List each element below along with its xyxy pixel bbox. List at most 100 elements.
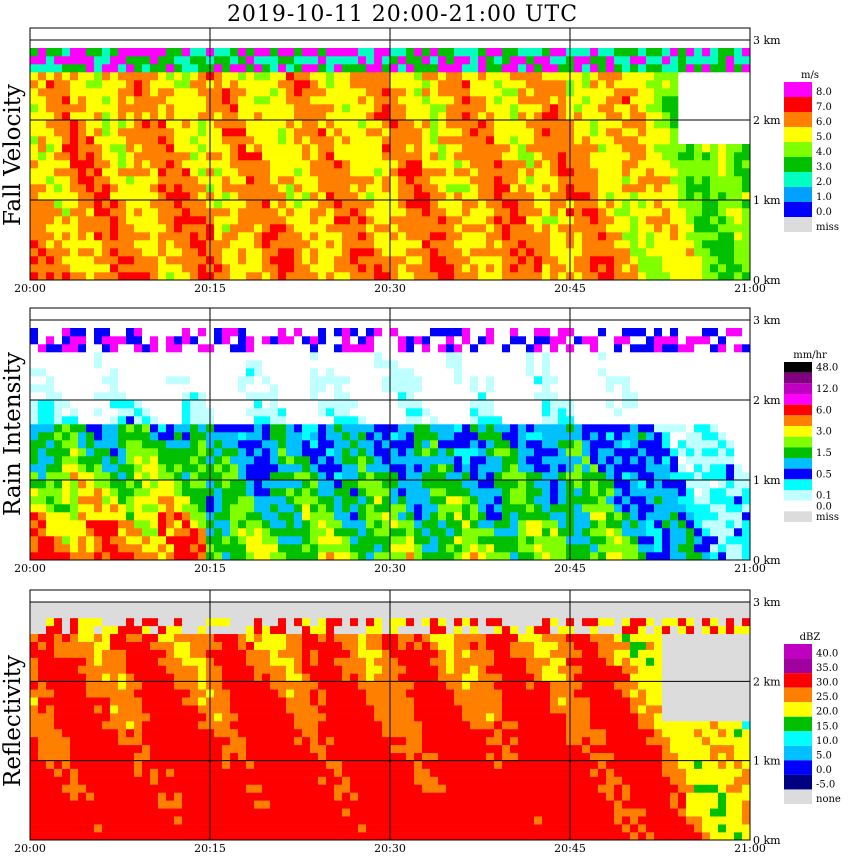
heatmap-cell <box>182 432 191 441</box>
heatmap-cell <box>302 136 311 145</box>
heatmap-cell <box>150 336 159 345</box>
heatmap-cell <box>30 96 39 105</box>
heatmap-cell <box>662 112 671 121</box>
legend-swatch <box>784 112 812 127</box>
heatmap-cell <box>326 352 335 361</box>
heatmap-cell <box>142 408 151 417</box>
heatmap-cell <box>166 208 175 217</box>
heatmap-cell <box>102 368 111 377</box>
heatmap-cell <box>126 192 135 201</box>
heatmap-cell <box>606 56 615 65</box>
heatmap-cell <box>454 88 463 97</box>
heatmap-cell <box>478 128 487 137</box>
heatmap-cell <box>502 400 511 409</box>
heatmap-cell <box>662 376 671 385</box>
heatmap-cell <box>166 264 175 273</box>
heatmap-cell <box>470 152 479 161</box>
heatmap-cell <box>326 208 335 217</box>
heatmap-cell <box>38 104 47 113</box>
heatmap-cell <box>598 456 607 465</box>
heatmap-cell <box>654 464 663 473</box>
heatmap-cell <box>462 480 471 489</box>
heatmap-cell <box>198 208 207 217</box>
heatmap-cell <box>510 272 519 281</box>
heatmap-cell <box>318 544 327 553</box>
heatmap-cell <box>334 96 343 105</box>
heatmap-cell <box>590 168 599 177</box>
heatmap-cell <box>78 96 87 105</box>
heatmap-cell <box>78 80 87 89</box>
heatmap-cell <box>406 528 415 537</box>
heatmap-cell <box>638 336 647 345</box>
heatmap-cell <box>118 144 127 153</box>
heatmap-cell <box>494 152 503 161</box>
heatmap-cell <box>214 520 223 529</box>
heatmap-cell <box>270 192 279 201</box>
heatmap-cell <box>86 232 95 241</box>
heatmap-cell <box>542 192 551 201</box>
heatmap-cell <box>246 152 255 161</box>
heatmap-cell <box>462 552 471 561</box>
heatmap-cell <box>158 408 167 417</box>
heatmap-cell <box>118 88 127 97</box>
heatmap-cell <box>126 328 135 337</box>
heatmap-cell <box>318 176 327 185</box>
heatmap-cell <box>646 480 655 489</box>
heatmap-cell <box>478 392 487 401</box>
heatmap-cell <box>318 448 327 457</box>
heatmap-cell <box>286 544 295 553</box>
heatmap-cell <box>110 48 119 57</box>
heatmap-cell <box>182 48 191 57</box>
heatmap-cell <box>134 496 143 505</box>
heatmap-cells-fall-velocity <box>30 48 751 281</box>
heatmap-cell <box>686 544 695 553</box>
heatmap-cell <box>134 328 143 337</box>
heatmap-cell <box>630 88 639 97</box>
heatmap-cell <box>742 184 751 193</box>
heatmap-cell <box>134 528 143 537</box>
heatmap-cell <box>254 552 263 561</box>
heatmap-cell <box>550 240 559 249</box>
heatmap-cell <box>374 232 383 241</box>
heatmap-cell <box>278 456 287 465</box>
heatmap-cell <box>406 488 415 497</box>
heatmap-cell <box>30 272 39 281</box>
heatmap-cell <box>94 152 103 161</box>
heatmap-cell <box>486 376 495 385</box>
heatmap-cell <box>94 456 103 465</box>
heatmap-cell <box>550 224 559 233</box>
heatmap-cell <box>110 472 119 481</box>
heatmap-cell <box>254 352 263 361</box>
heatmap-cell <box>390 360 399 369</box>
heatmap-cell <box>510 168 519 177</box>
heatmap-cell <box>598 392 607 401</box>
heatmap-cell <box>62 376 71 385</box>
heatmap-cell <box>406 224 415 233</box>
heatmap-cell <box>62 448 71 457</box>
heatmap-cell <box>430 248 439 257</box>
heatmap-cell <box>278 360 287 369</box>
heatmap-cell <box>222 104 231 113</box>
heatmap-cell <box>286 264 295 273</box>
heatmap-cell <box>62 248 71 257</box>
heatmap-cell <box>454 464 463 473</box>
heatmap-cell <box>454 264 463 273</box>
heatmap-cell <box>478 80 487 89</box>
heatmap-cell <box>382 400 391 409</box>
heatmap-cell <box>534 456 543 465</box>
heatmap-cell <box>222 208 231 217</box>
heatmap-cell <box>358 424 367 433</box>
heatmap-cell <box>318 208 327 217</box>
heatmap-cell <box>502 264 511 273</box>
heatmap-cell <box>126 88 135 97</box>
heatmap-cell <box>350 104 359 113</box>
heatmap-cell <box>254 128 263 137</box>
heatmap-cell <box>358 256 367 265</box>
heatmap-cell <box>558 96 567 105</box>
heatmap-cell <box>230 392 239 401</box>
heatmap-cell <box>254 360 263 369</box>
heatmap-cell <box>494 432 503 441</box>
heatmap-cell <box>318 184 327 193</box>
heatmap-cell <box>438 176 447 185</box>
heatmap-cell <box>174 272 183 281</box>
